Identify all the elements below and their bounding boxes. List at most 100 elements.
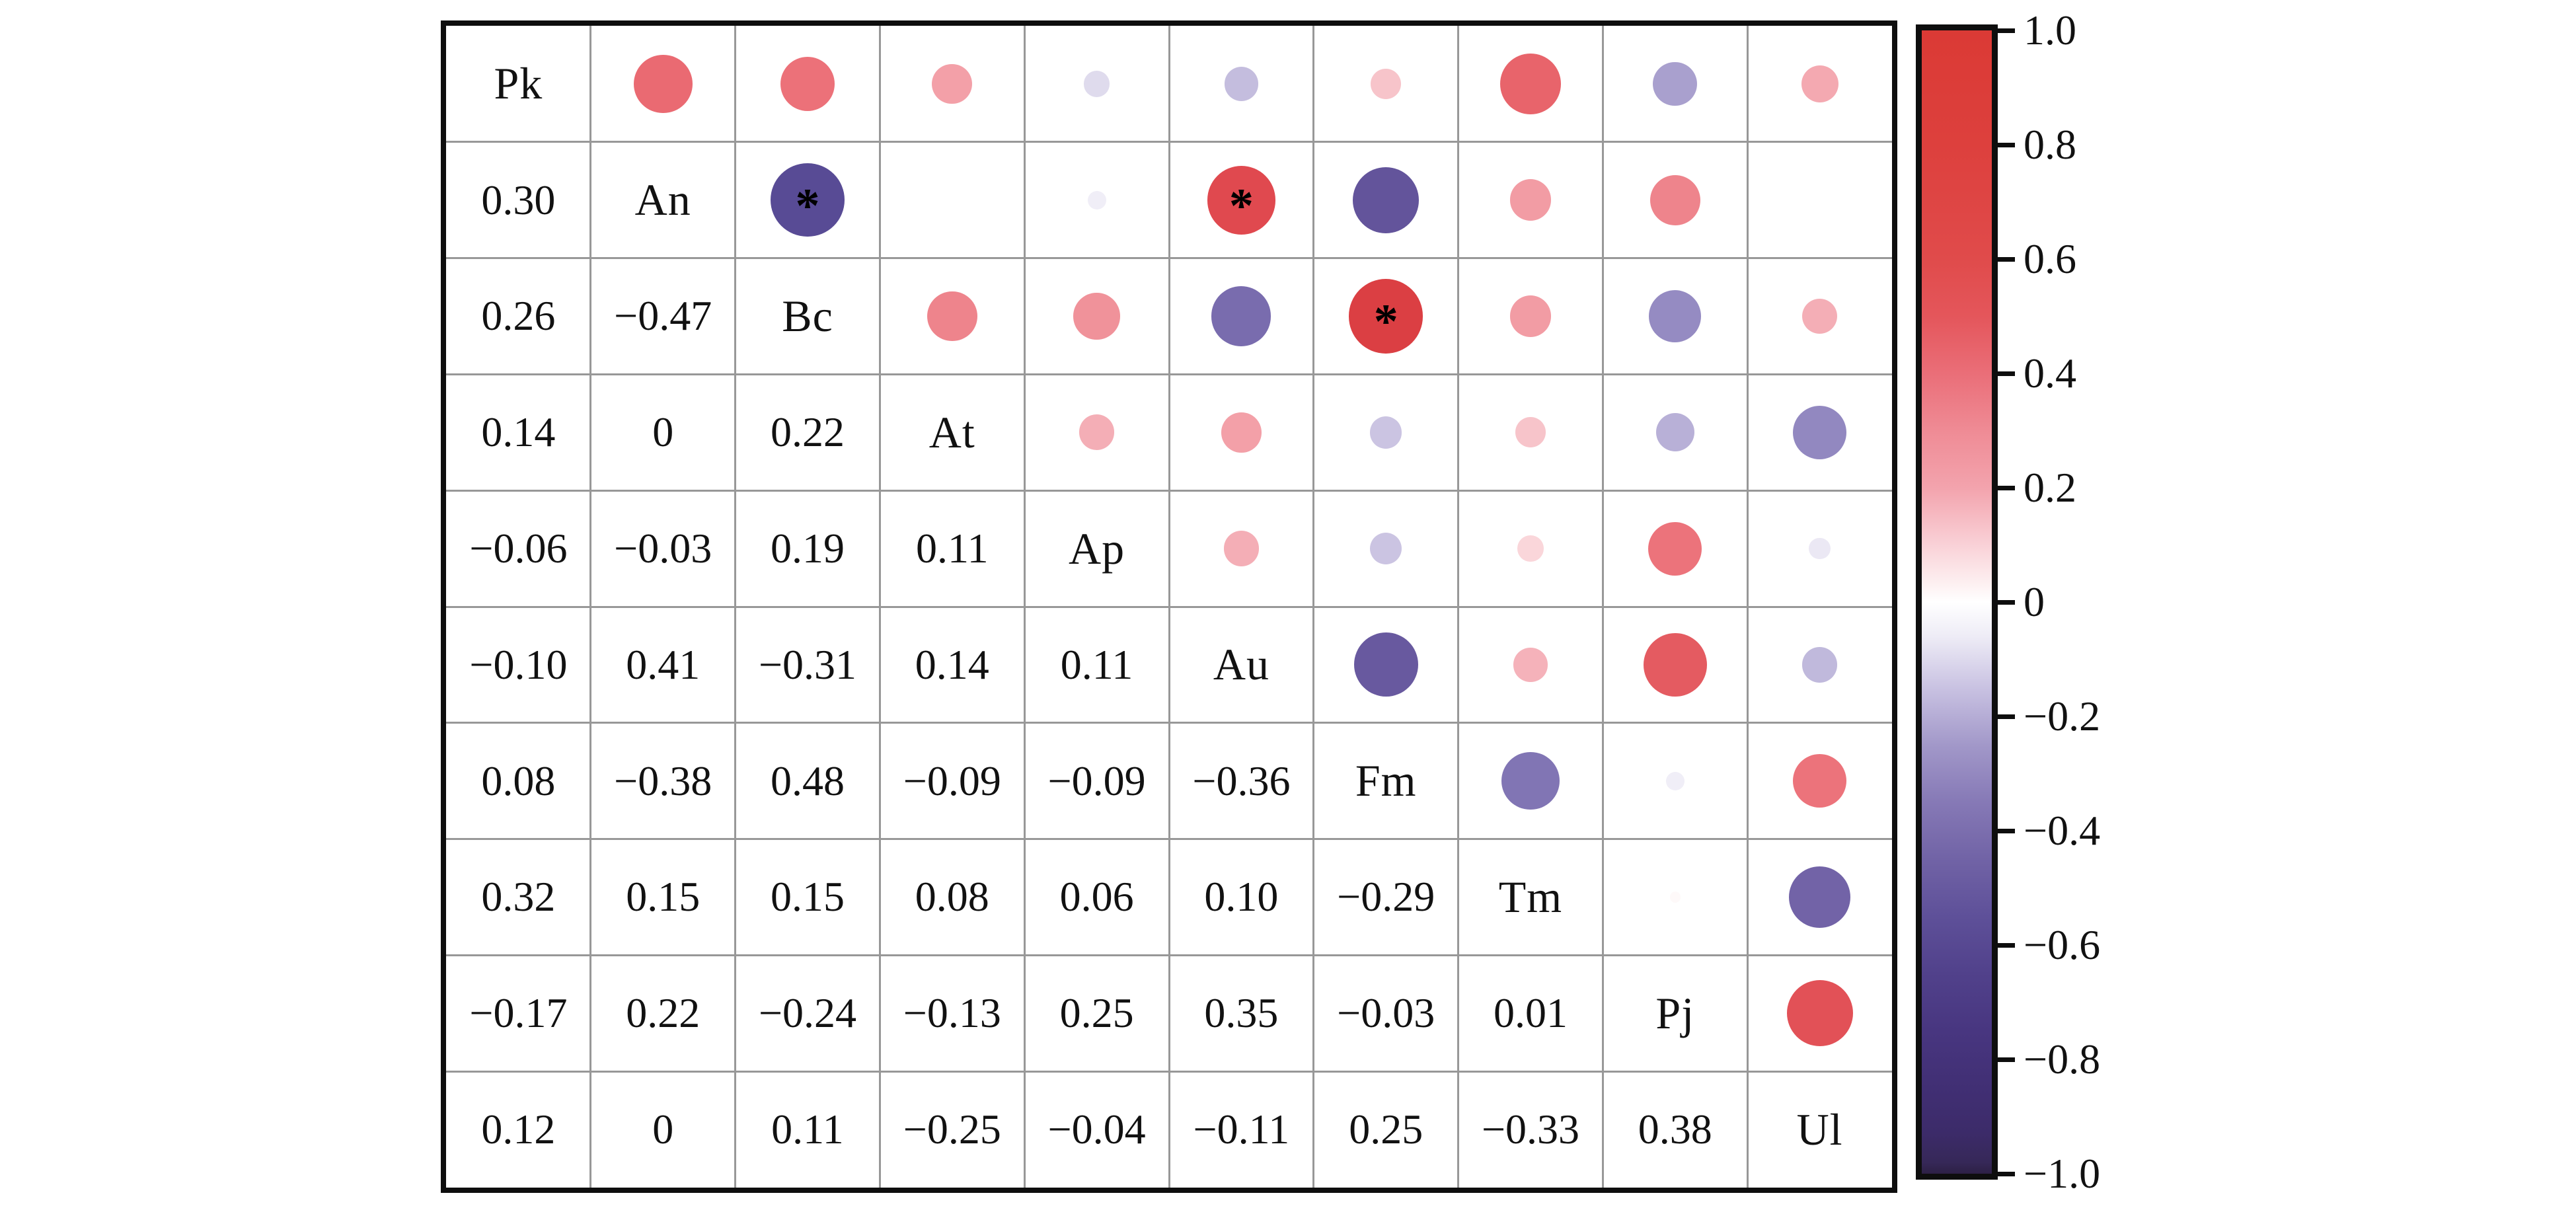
matrix-cell-lower: 0.22 [736, 374, 880, 490]
matrix-cell-lower: 0.11 [736, 1071, 880, 1188]
matrix-cell-upper [880, 258, 1024, 375]
correlation-circle [1509, 295, 1552, 337]
gridline-vertical [1457, 26, 1460, 1188]
colorbar-tick-label: −0.4 [2024, 807, 2101, 854]
matrix-cell-diagonal: Fm [1314, 723, 1458, 839]
matrix-cell-lower: −0.29 [1314, 839, 1458, 956]
matrix-cell-upper [1024, 142, 1169, 258]
matrix-cell-upper [1603, 26, 1747, 142]
colorbar-tick-label: −0.6 [2024, 921, 2101, 968]
correlation-circle [1079, 414, 1115, 451]
matrix-cell-diagonal: Ap [1024, 490, 1169, 607]
correlation-value: −0.06 [469, 525, 568, 572]
matrix-cell-diagonal: Pj [1603, 955, 1747, 1071]
colorbar-tick [1998, 1171, 2015, 1176]
correlation-value: 0.08 [915, 873, 989, 921]
colorbar-tick-label: −0.8 [2024, 1036, 2101, 1083]
matrix-cell-lower: −0.31 [736, 607, 880, 723]
variable-label: Ul [1796, 1104, 1843, 1155]
colorbar-tick-label: −0.2 [2024, 693, 2101, 740]
colorbar-tick [1998, 28, 2015, 33]
correlation-value: −0.04 [1047, 1106, 1146, 1153]
matrix-cell-lower: −0.03 [1314, 955, 1458, 1071]
correlation-value: 0.25 [1349, 1106, 1423, 1153]
matrix-cell-upper [1747, 955, 1892, 1071]
matrix-cell-diagonal: At [880, 374, 1024, 490]
matrix-cell-lower: −0.11 [1169, 1071, 1314, 1188]
colorbar-tick [1998, 142, 2015, 147]
correlation-circle: * [1207, 165, 1276, 235]
correlation-circle [1353, 167, 1420, 233]
matrix-cell-lower: 0.30 [446, 142, 591, 258]
colorbar-tick [1998, 714, 2015, 719]
matrix-cell-upper [1458, 607, 1603, 723]
correlation-value: 0.11 [915, 525, 989, 572]
matrix-cell-lower: −0.25 [880, 1071, 1024, 1188]
matrix-cell-upper [1169, 490, 1314, 607]
matrix-cell-upper [1169, 26, 1314, 142]
matrix-cell-upper [1747, 490, 1892, 607]
variable-label: Tm [1498, 871, 1563, 922]
significance-asterisk: * [1229, 178, 1254, 233]
colorbar-tick-label: 0.6 [2024, 235, 2076, 282]
matrix-cell-lower: 0.25 [1024, 955, 1169, 1071]
matrix-cell-upper [1024, 258, 1169, 375]
colorbar-tick-label: 1.0 [2024, 7, 2076, 54]
matrix-cell-lower: 0.38 [1603, 1071, 1747, 1188]
matrix-cell-upper [1314, 374, 1458, 490]
correlation-circle [1369, 532, 1402, 565]
matrix-cell-lower: 0.12 [446, 1071, 591, 1188]
correlation-value: −0.13 [903, 989, 1001, 1037]
correlation-value: −0.31 [758, 640, 857, 688]
matrix-cell-upper [1603, 723, 1747, 839]
matrix-cell-upper: * [1169, 142, 1314, 258]
matrix-cell-upper [1169, 374, 1314, 490]
variable-label: Au [1213, 639, 1269, 690]
variable-label: Ap [1069, 523, 1125, 574]
matrix-cell-upper [1603, 374, 1747, 490]
correlation-circle [633, 54, 693, 114]
matrix-cell-upper [1314, 26, 1458, 142]
matrix-cell-lower: −0.10 [446, 607, 591, 723]
colorbar [1916, 24, 1998, 1180]
variable-label: Pk [494, 58, 543, 109]
matrix-cell-upper [1314, 607, 1458, 723]
correlation-value: 0.01 [1493, 989, 1568, 1037]
correlation-value: −0.10 [469, 640, 568, 688]
gridline-horizontal [446, 1070, 1892, 1073]
matrix-cell-lower: 0.25 [1314, 1071, 1458, 1188]
matrix-cell-upper [1458, 142, 1603, 258]
matrix-cell-upper [880, 142, 1024, 258]
correlation-value: −0.29 [1337, 873, 1435, 921]
matrix-cell-lower: −0.33 [1458, 1071, 1603, 1188]
matrix-cell-upper [1603, 839, 1747, 956]
matrix-cell-diagonal: Au [1169, 607, 1314, 723]
matrix-cell-lower: 0.14 [880, 607, 1024, 723]
matrix-cell-upper [736, 26, 880, 142]
correlation-circle [1801, 647, 1838, 683]
correlation-circle [1221, 412, 1262, 453]
correlation-circle [1083, 71, 1110, 97]
correlation-circle [1653, 61, 1698, 106]
colorbar-tick [1998, 371, 2015, 376]
matrix-cell-lower: 0.15 [736, 839, 880, 956]
matrix-cell-upper [1747, 374, 1892, 490]
matrix-cell-lower: 0.08 [880, 839, 1024, 956]
correlation-circle [780, 56, 835, 112]
correlation-value: 0 [652, 408, 674, 456]
correlation-circle [1793, 405, 1847, 459]
correlation-circle [1500, 54, 1561, 114]
correlation-circle [1809, 537, 1831, 560]
variable-label: At [928, 406, 975, 457]
variable-label: Pj [1655, 987, 1695, 1038]
matrix-cell-diagonal: Pk [446, 26, 591, 142]
colorbar-tick [1998, 942, 2015, 948]
correlation-value: 0.10 [1204, 873, 1279, 921]
correlation-value: 0.22 [626, 989, 701, 1037]
correlation-value: 0.35 [1204, 989, 1279, 1037]
correlation-circle [1649, 174, 1700, 225]
correlation-circle [1211, 286, 1271, 346]
correlation-value: 0.30 [481, 176, 556, 223]
correlation-value: 0.19 [770, 525, 845, 572]
matrix-cell-diagonal: An [591, 142, 736, 258]
